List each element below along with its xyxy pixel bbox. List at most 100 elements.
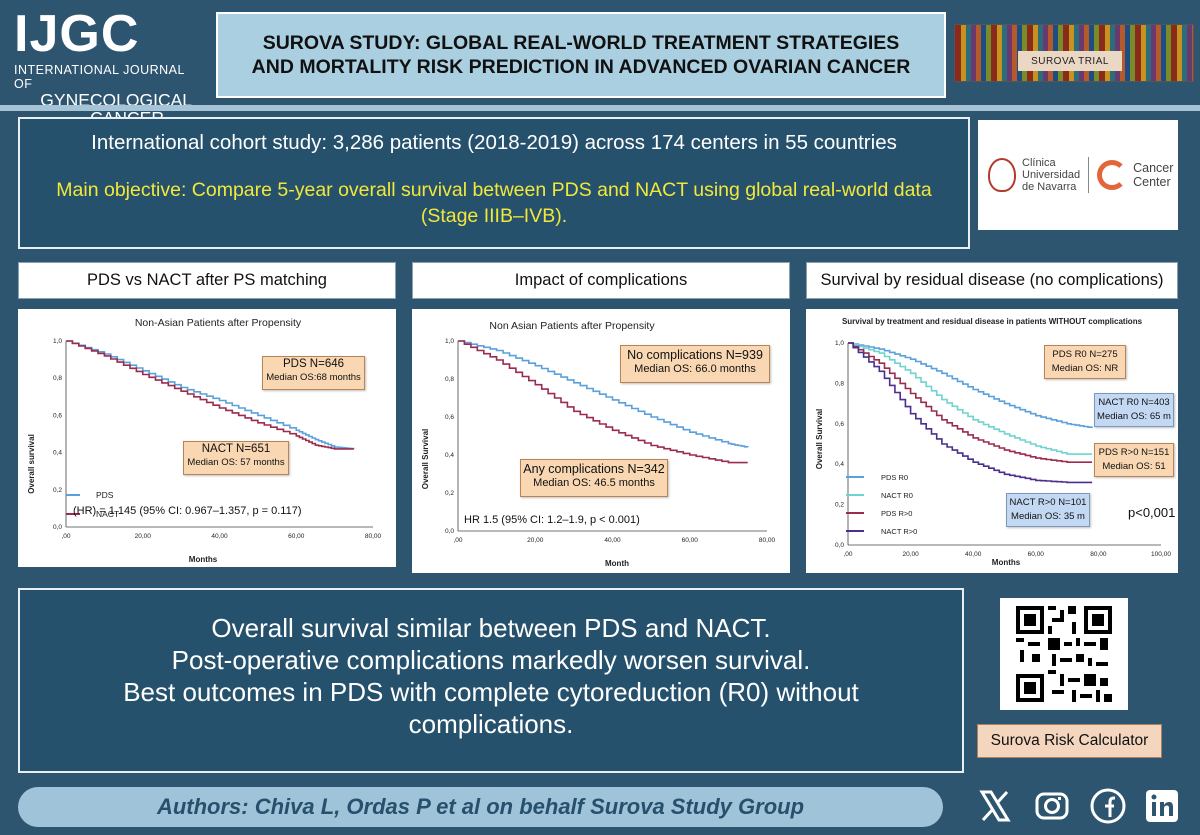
x-tick-label: 20,00 (902, 551, 919, 558)
chart-3-legend-nactr1: NACT R>0 (881, 527, 917, 536)
y-tick-label: 1,0 (445, 338, 454, 345)
y-tick-label: 0,0 (445, 528, 454, 535)
qr-code[interactable] (1000, 598, 1128, 710)
chart-2-ylabel: Overall Survival (421, 429, 430, 489)
curve-pds-r-0 (848, 342, 1093, 463)
logo-line-1: INTERNATIONAL JOURNAL OF (14, 63, 185, 91)
pds-r1-median: Median OS: 51 (1102, 461, 1166, 472)
intro-panel: International cohort study: 3,286 patien… (18, 117, 970, 249)
pds-r1-n: PDS R>0 N=151 (1098, 447, 1170, 458)
x-tick-label: ,00 (61, 533, 70, 540)
curve-nact-r-0 (848, 342, 1093, 484)
y-tick-label: 0,8 (835, 380, 844, 387)
qr-code-icon (1016, 606, 1112, 702)
x-tick-label: 80,00 (1090, 551, 1107, 558)
x-tick-label: 40,00 (965, 551, 982, 558)
nact-r0-n: NACT R0 N=403 (1098, 397, 1170, 408)
no-complications-median: Median OS: 66.0 months (634, 363, 756, 375)
nact-n: NACT N=651 (201, 443, 271, 455)
nact-r1-median: Median OS: 35 m (1011, 511, 1085, 522)
x-icon[interactable] (975, 786, 1015, 826)
y-tick-label: 0,4 (53, 450, 62, 457)
pds-n: PDS N=646 (282, 358, 345, 370)
logo-line-2: GYNECOLOGICAL (40, 90, 192, 110)
linkedin-icon[interactable] (1142, 786, 1182, 826)
conclusion-panel: Overall survival similar between PDS and… (18, 588, 964, 773)
chart-3-ylabel: Overall Survival (815, 409, 824, 469)
chart-2-title: Non Asian Patients after Propensity (489, 320, 655, 332)
cancer-center-c-icon (1097, 160, 1128, 190)
chart-2-svg: Non Asian Patients after Propensity Mont… (421, 320, 776, 568)
y-tick-label: 1,0 (835, 340, 844, 347)
conclusion-line-2: Post-operative complications markedly wo… (171, 645, 811, 675)
nact-r1-annotation: NACT R>0 N=101 Median OS: 35 m (1006, 493, 1090, 527)
chart-3-p-value: p<0,001 (1128, 505, 1176, 520)
chart-3-title: Survival by treatment and residual disea… (842, 317, 1143, 326)
y-tick-label: 0,8 (445, 376, 454, 383)
x-tick-label: 20,00 (527, 537, 544, 544)
no-complications-n: No complications N=939 (627, 348, 763, 362)
cohort-summary: International cohort study: 3,286 patien… (91, 131, 897, 154)
x-tick-label: 40,00 (211, 533, 228, 540)
cancer-center-line-1: Cancer (1133, 161, 1174, 175)
curve-any-complications (458, 340, 748, 464)
any-complications-n: Any complications N=342 (523, 462, 665, 476)
x-tick-label: 60,00 (1028, 551, 1045, 558)
chart-3-legend-pdsr0: PDS R0 (881, 473, 908, 482)
y-tick-label: 0,6 (53, 412, 62, 419)
any-complications-median: Median OS: 46.5 months (533, 477, 655, 489)
x-tick-label: 40,00 (604, 537, 621, 544)
section-residual-disease: Survival by residual disease (no complic… (806, 262, 1178, 299)
chart-3-legend-pdsr1: PDS R>0 (881, 509, 912, 518)
chart-1-plot: ,00 20,00 40,00 60,00 80,00 0,0 0,2 0,4 0,6 0,8 1,… (53, 338, 382, 540)
institution-logo: Clínica Universidad de Navarra Cancer Ce… (978, 120, 1178, 230)
pds-median: Median OS:68 months (266, 372, 361, 383)
y-tick-label: 0,6 (445, 414, 454, 421)
curve-pds-r0 (848, 342, 1093, 428)
institution-name-line-1: Clínica (1022, 157, 1056, 169)
y-tick-label: 0,4 (445, 452, 454, 459)
cancer-center-line-2: Center (1133, 175, 1171, 189)
x-tick-label: 80,00 (759, 537, 776, 544)
cancer-center-name: Cancer Center (1133, 161, 1173, 189)
any-complications-annotation: Any complications N=342 Median OS: 46.5 … (520, 459, 668, 497)
curve-nact (66, 340, 354, 450)
pds-r0-annotation: PDS R0 N=275 Median OS: NR (1044, 345, 1126, 379)
risk-calculator-button[interactable]: Surova Risk Calculator (977, 724, 1162, 758)
nact-r0-annotation: NACT R0 N=403 Median OS: 65 m (1094, 393, 1174, 427)
curve-nact-r0 (848, 342, 1093, 455)
chart-complications: Non Asian Patients after Propensity Mont… (412, 309, 790, 573)
chart-1-xlabel: Months (189, 555, 218, 564)
facebook-icon[interactable] (1088, 786, 1128, 826)
main-objective: Main objective: Compare 5-year overall s… (56, 179, 932, 227)
x-tick-label: 80,00 (365, 533, 382, 540)
x-tick-label: 60,00 (682, 537, 699, 544)
y-tick-label: 0,0 (835, 542, 844, 549)
institution-name: Clínica Universidad de Navarra (1022, 157, 1080, 193)
section-complications: Impact of complications (412, 262, 790, 299)
chart-1-ylabel: Overall survival (27, 434, 36, 494)
chart-3-plot: ,00 20,00 40,00 60,00 80,00 100,00 0,0 0,2 0,4 0,… (835, 340, 1171, 558)
instagram-icon[interactable] (1032, 786, 1072, 826)
section-pds-vs-nact: PDS vs NACT after PS matching (18, 262, 396, 299)
x-tick-label: 100,00 (1151, 551, 1171, 558)
chart-pds-vs-nact: Non-Asian Patients after Propensity Mont… (18, 309, 396, 567)
chart-2-xlabel: Month (605, 559, 629, 568)
x-tick-label: ,00 (453, 537, 462, 544)
y-tick-label: 0,8 (53, 375, 62, 382)
chart-1-title: Non-Asian Patients after Propensity (135, 317, 302, 329)
chart-3-xlabel: Months (992, 558, 1021, 567)
chart-2-plot: ,00 20,00 40,00 60,00 80,00 0,0 0,2 0,4 0,6 0,8 1,… (445, 338, 776, 544)
curve-no-complications (458, 340, 749, 448)
poster-title: SUROVA STUDY: GLOBAL REAL-WORLD TREATMEN… (216, 12, 946, 98)
chart-2-hr: HR 1.5 (95% CI: 1.2–1.9, p < 0.001) (464, 514, 640, 526)
trial-tag: SUROVA TRIAL (1018, 51, 1122, 71)
y-tick-label: 0,0 (53, 524, 62, 531)
chart-residual-disease: Survival by treatment and residual disea… (806, 309, 1178, 573)
y-tick-label: 1,0 (53, 338, 62, 345)
chart-3-svg: Survival by treatment and residual disea… (815, 317, 1171, 567)
nact-r1-n: NACT R>0 N=101 (1009, 497, 1087, 508)
nact-median: Median OS: 57 months (187, 457, 285, 468)
x-tick-label: 20,00 (135, 533, 152, 540)
ijgc-logo[interactable]: IJGC INTERNATIONAL JOURNAL OF GYNECOLOGI… (14, 8, 204, 127)
